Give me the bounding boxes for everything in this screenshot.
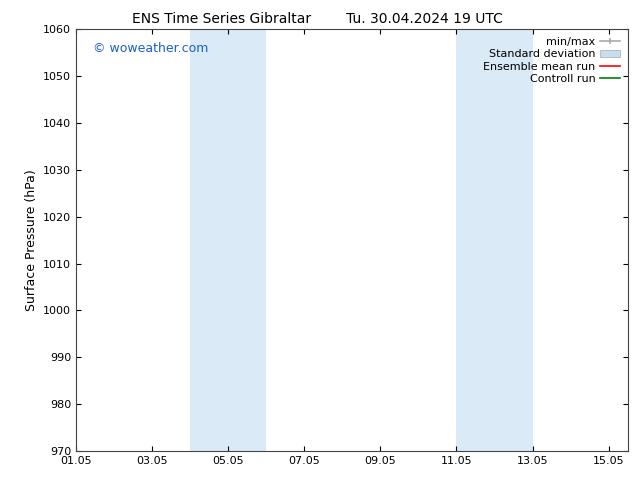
- Bar: [456, 29, 533, 451]
- Text: ENS Time Series Gibraltar        Tu. 30.04.2024 19 UTC: ENS Time Series Gibraltar Tu. 30.04.2024…: [132, 12, 502, 26]
- Y-axis label: Surface Pressure (hPa): Surface Pressure (hPa): [25, 169, 37, 311]
- Legend: min/max, Standard deviation, Ensemble mean run, Controll run: min/max, Standard deviation, Ensemble me…: [481, 35, 622, 86]
- Text: © woweather.com: © woweather.com: [93, 42, 208, 55]
- Bar: [190, 29, 266, 451]
